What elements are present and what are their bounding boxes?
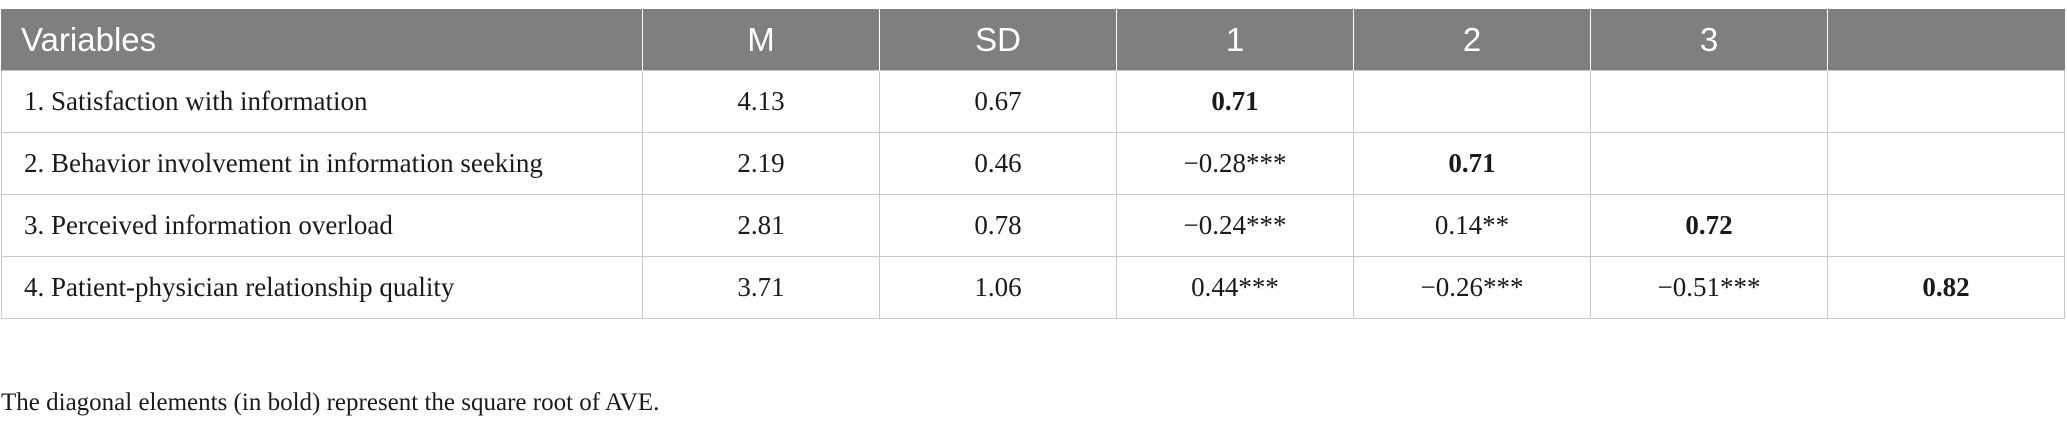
variable-cell: 2. Behavior involvement in information s… (1, 132, 643, 195)
correlation-cell: 0.44*** (1116, 256, 1354, 319)
header-row: Variables M SD 1 2 3 (1, 9, 2065, 71)
correlation-cell: −0.51*** (1590, 256, 1828, 319)
diagonal-cell: 0.71 (1353, 132, 1591, 195)
header-sd: SD (879, 9, 1117, 71)
sd-cell: 0.78 (879, 194, 1117, 257)
mean-cell: 4.13 (642, 70, 880, 133)
table-row: 3. Perceived information overload 2.81 0… (1, 194, 2065, 257)
correlation-cell (1590, 132, 1828, 195)
table-row: 4. Patient-physician relationship qualit… (1, 256, 2065, 319)
mean-cell: 2.19 (642, 132, 880, 195)
header-col-2: 2 (1353, 9, 1591, 71)
correlation-table: Variables M SD 1 2 3 1. Satisfaction wit… (1, 9, 2065, 319)
correlation-cell (1590, 70, 1828, 133)
variable-cell: 4. Patient-physician relationship qualit… (1, 256, 643, 319)
correlation-cell: −0.26*** (1353, 256, 1591, 319)
table-row: 1. Satisfaction with information 4.13 0.… (1, 70, 2065, 133)
variable-cell: 3. Perceived information overload (1, 194, 643, 257)
sd-cell: 1.06 (879, 256, 1117, 319)
diagonal-cell: 0.71 (1116, 70, 1354, 133)
mean-cell: 2.81 (642, 194, 880, 257)
correlation-cell: −0.28*** (1116, 132, 1354, 195)
table-footnote: The diagonal elements (in bold) represen… (1, 389, 660, 416)
correlation-cell (1827, 194, 2065, 257)
header-col-3: 3 (1590, 9, 1828, 71)
correlation-cell (1827, 70, 2065, 133)
sd-cell: 0.46 (879, 132, 1117, 195)
mean-cell: 3.71 (642, 256, 880, 319)
header-col-1: 1 (1116, 9, 1354, 71)
correlation-cell (1827, 132, 2065, 195)
correlation-cell: −0.24*** (1116, 194, 1354, 257)
correlation-cell: 0.14** (1353, 194, 1591, 257)
header-col-4 (1827, 9, 2065, 71)
variable-cell: 1. Satisfaction with information (1, 70, 643, 133)
table-row: 2. Behavior involvement in information s… (1, 132, 2065, 195)
diagonal-cell: 0.72 (1590, 194, 1828, 257)
diagonal-cell: 0.82 (1827, 256, 2065, 319)
sd-cell: 0.67 (879, 70, 1117, 133)
header-mean: M (642, 9, 880, 71)
correlation-cell (1353, 70, 1591, 133)
header-variables: Variables (1, 9, 643, 71)
